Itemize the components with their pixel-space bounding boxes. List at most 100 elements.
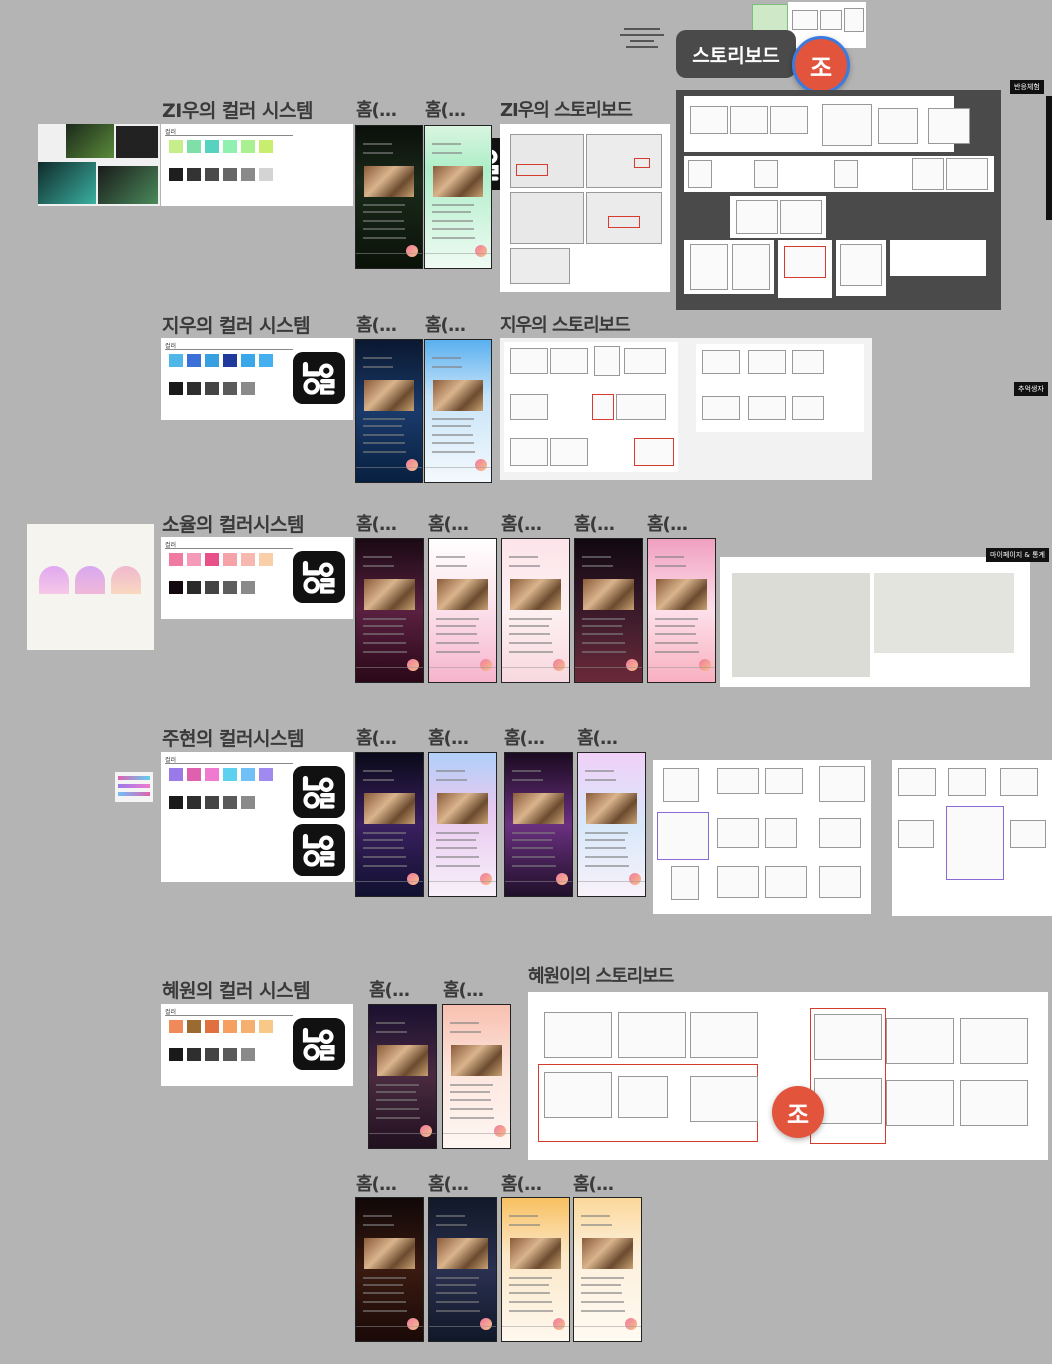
section4-storyboard-1[interactable]	[653, 760, 871, 914]
color-swatch	[223, 354, 237, 367]
s3-frame5-title[interactable]: 홈(...	[647, 514, 688, 535]
app-logo	[293, 352, 345, 404]
header-note	[618, 26, 666, 56]
section2-storyboard[interactable]	[500, 338, 872, 480]
phone-frame[interactable]	[355, 1197, 424, 1342]
s3-frame4-title[interactable]: 홈(...	[574, 514, 615, 535]
color-swatch	[205, 581, 219, 594]
section2-color-card[interactable]: 컬러	[161, 338, 353, 420]
phone-frame[interactable]	[501, 1197, 570, 1342]
section5-color-title: 혜원의 컬러 시스템	[162, 980, 311, 1002]
color-swatch	[241, 382, 255, 395]
section3-color-card[interactable]: 컬러	[161, 537, 353, 619]
swatch-label: 컬러	[165, 343, 177, 350]
top-thumbnail-small[interactable]	[752, 4, 788, 32]
s3-frame3-title[interactable]: 홈(...	[501, 514, 542, 535]
s5-frame1-title[interactable]: 홈(...	[369, 980, 410, 1001]
storyboard-tooltip: 스토리보드	[676, 30, 796, 78]
color-swatch	[241, 581, 255, 594]
moodboard-thumbs[interactable]	[38, 124, 160, 206]
swatch-label: 컬러	[165, 129, 177, 136]
phone-frame[interactable]	[574, 538, 643, 683]
s5r2-frame4-title[interactable]: 홈(...	[573, 1174, 614, 1195]
phone-frame[interactable]	[573, 1197, 642, 1342]
color-swatch	[169, 168, 183, 181]
s3-frame1-title[interactable]: 홈(...	[356, 514, 397, 535]
section4-color-card[interactable]: 컬러	[161, 752, 353, 882]
color-swatch	[187, 1048, 201, 1061]
color-swatch	[259, 354, 273, 367]
color-swatch	[241, 796, 255, 809]
color-swatch	[223, 1048, 237, 1061]
section1-color-title: ZI우의 컬러 시스템	[162, 100, 313, 122]
color-swatch	[223, 140, 237, 153]
color-swatch	[169, 1020, 183, 1033]
color-swatch	[187, 140, 201, 153]
s4-frame4-title[interactable]: 홈(...	[577, 728, 618, 749]
s4-frame1-title[interactable]: 홈(...	[356, 728, 397, 749]
phone-frame[interactable]	[355, 339, 423, 483]
section2-board-title: 지우의 스토리보드	[500, 315, 631, 336]
section4-storyboard-2[interactable]	[892, 760, 1052, 916]
color-swatch	[169, 1048, 183, 1061]
phone-frame[interactable]	[355, 538, 424, 683]
color-swatch	[241, 140, 255, 153]
phone-frame[interactable]	[504, 752, 573, 897]
section1-color-card[interactable]: 컬러	[161, 124, 509, 206]
section1-frame2-title[interactable]: 홈(...	[425, 100, 466, 121]
swatch-label: 컬러	[165, 1009, 177, 1016]
color-swatch	[259, 553, 273, 566]
phone-frame[interactable]	[428, 752, 497, 897]
section5-storyboard[interactable]	[528, 992, 1048, 1160]
phone-frame[interactable]	[442, 1004, 511, 1149]
s5r2-frame2-title[interactable]: 홈(...	[428, 1174, 469, 1195]
color-swatch	[187, 553, 201, 566]
phone-frame[interactable]	[355, 125, 423, 269]
badge-b2: 추억생자	[1014, 382, 1048, 396]
color-swatch	[223, 581, 237, 594]
app-logo-alt	[293, 824, 345, 876]
section1-storyboard[interactable]	[500, 124, 670, 292]
section5-color-card[interactable]: 컬러	[161, 1004, 353, 1086]
color-swatch	[223, 382, 237, 395]
color-swatch	[187, 768, 201, 781]
phone-frame[interactable]	[428, 538, 497, 683]
color-chip-stack[interactable]	[115, 772, 153, 802]
section2-frame2-title[interactable]: 홈(...	[425, 315, 466, 336]
section2-color-title: 지우의 컬러 시스템	[162, 315, 311, 337]
phone-frame[interactable]	[501, 538, 570, 683]
s5r2-frame1-title[interactable]: 홈(...	[356, 1174, 397, 1195]
section1-frame1-title[interactable]: 홈(...	[356, 100, 397, 121]
phone-frame[interactable]	[424, 125, 492, 269]
phone-frame[interactable]	[577, 752, 646, 897]
s4-frame3-title[interactable]: 홈(...	[504, 728, 545, 749]
color-swatch	[205, 1020, 219, 1033]
moodboard-gradient-card[interactable]	[27, 524, 154, 650]
s4-frame2-title[interactable]: 홈(...	[428, 728, 469, 749]
user-cursor-avatar[interactable]: 조	[792, 36, 850, 94]
storyboard-panel-dark[interactable]	[676, 90, 1001, 310]
phone-frame[interactable]	[368, 1004, 437, 1149]
s5r2-frame3-title[interactable]: 홈(...	[501, 1174, 542, 1195]
phone-frame[interactable]	[647, 538, 716, 683]
phone-frame[interactable]	[424, 339, 492, 483]
color-swatch	[205, 796, 219, 809]
s3-frame2-title[interactable]: 홈(...	[428, 514, 469, 535]
section3-storyboard[interactable]	[720, 557, 1030, 687]
color-swatch	[169, 796, 183, 809]
app-logo	[293, 551, 345, 603]
color-swatch	[169, 140, 183, 153]
user-cursor-avatar-2[interactable]: 조	[772, 1086, 824, 1138]
phone-frame[interactable]	[428, 1197, 497, 1342]
color-swatch	[169, 553, 183, 566]
color-swatch	[205, 553, 219, 566]
color-swatch	[259, 768, 273, 781]
color-swatch	[169, 382, 183, 395]
color-swatch	[205, 168, 219, 181]
color-swatch	[223, 553, 237, 566]
section2-frame1-title[interactable]: 홈(...	[356, 315, 397, 336]
s5-frame2-title[interactable]: 홈(...	[443, 980, 484, 1001]
phone-frame[interactable]	[355, 752, 424, 897]
color-swatch	[223, 768, 237, 781]
color-swatch	[241, 1048, 255, 1061]
